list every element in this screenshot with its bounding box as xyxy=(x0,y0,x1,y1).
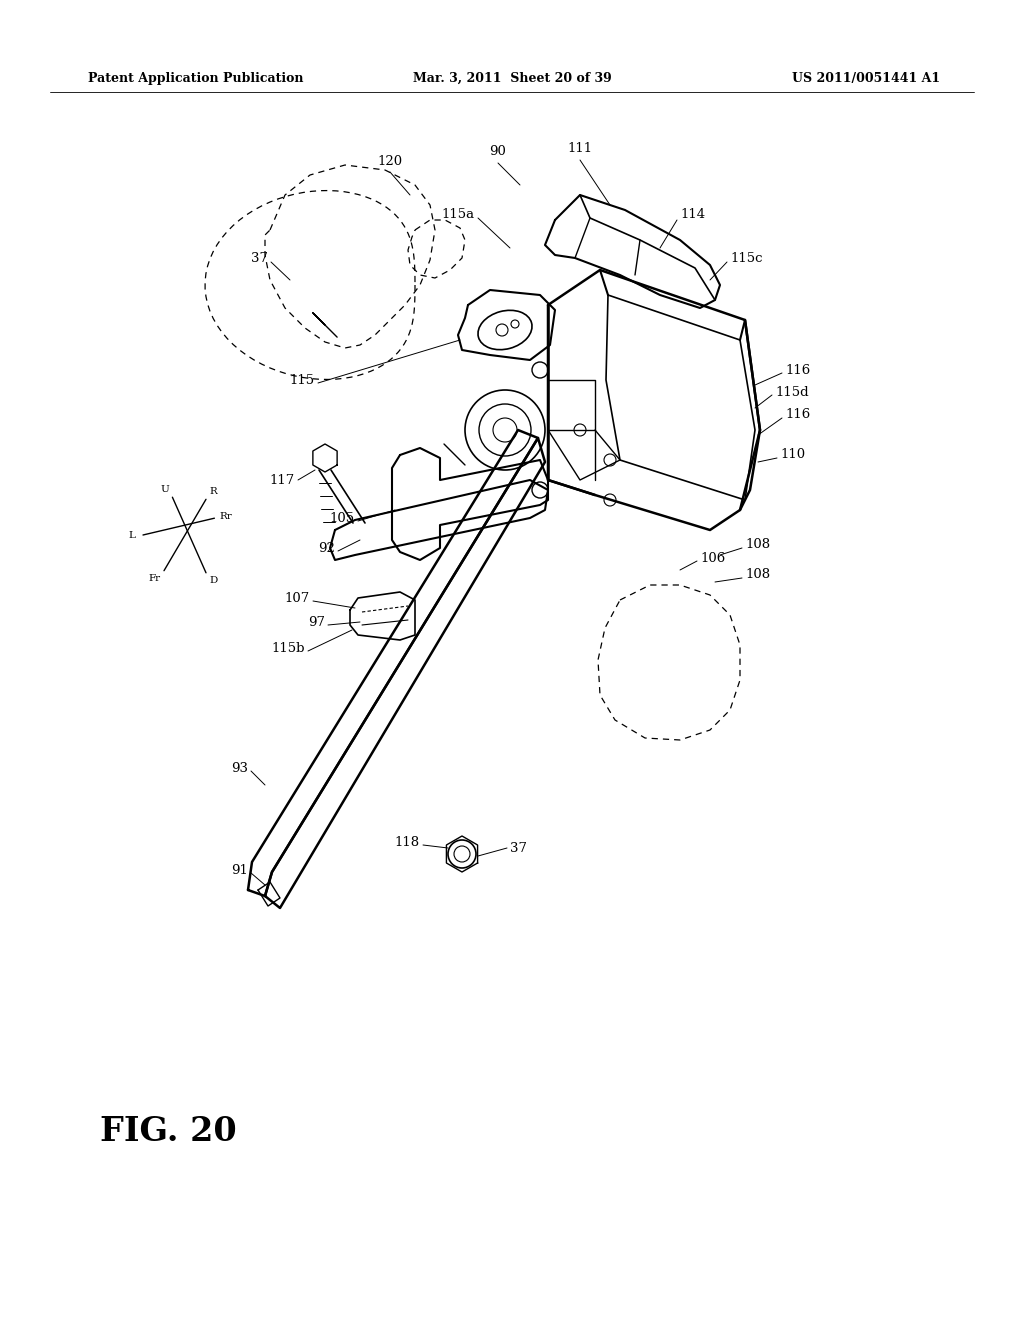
Text: 92: 92 xyxy=(318,541,335,554)
Text: 117: 117 xyxy=(269,474,295,487)
Text: U: U xyxy=(161,486,169,494)
Text: 105: 105 xyxy=(330,511,355,524)
Text: 110: 110 xyxy=(780,449,805,462)
Text: 118: 118 xyxy=(395,836,420,849)
Text: 116: 116 xyxy=(785,408,810,421)
Text: 115: 115 xyxy=(290,374,315,387)
Text: 90: 90 xyxy=(489,145,507,158)
Text: L: L xyxy=(128,531,135,540)
Text: Patent Application Publication: Patent Application Publication xyxy=(88,73,303,84)
Text: 108: 108 xyxy=(745,569,770,582)
Text: 120: 120 xyxy=(378,154,402,168)
Text: 106: 106 xyxy=(700,552,725,565)
Text: Rr: Rr xyxy=(219,512,232,520)
Text: 37: 37 xyxy=(251,252,268,264)
Text: US 2011/0051441 A1: US 2011/0051441 A1 xyxy=(792,73,940,84)
Text: 114: 114 xyxy=(680,209,706,222)
Text: Mar. 3, 2011  Sheet 20 of 39: Mar. 3, 2011 Sheet 20 of 39 xyxy=(413,73,611,84)
Text: 116: 116 xyxy=(785,363,810,376)
Text: 37: 37 xyxy=(510,842,527,854)
Text: 93: 93 xyxy=(231,762,248,775)
Text: 115a: 115a xyxy=(442,209,475,222)
Text: 115c: 115c xyxy=(730,252,763,264)
Text: 108: 108 xyxy=(745,539,770,552)
Text: 115d: 115d xyxy=(775,385,809,399)
Text: 97: 97 xyxy=(308,615,325,628)
Text: 111: 111 xyxy=(567,143,593,154)
Text: Fr: Fr xyxy=(148,574,161,582)
Text: R: R xyxy=(209,487,217,496)
Text: FIG. 20: FIG. 20 xyxy=(100,1115,237,1148)
Text: D: D xyxy=(209,576,217,585)
Text: 107: 107 xyxy=(285,591,310,605)
Text: 91: 91 xyxy=(231,863,248,876)
Text: 115b: 115b xyxy=(271,642,305,655)
